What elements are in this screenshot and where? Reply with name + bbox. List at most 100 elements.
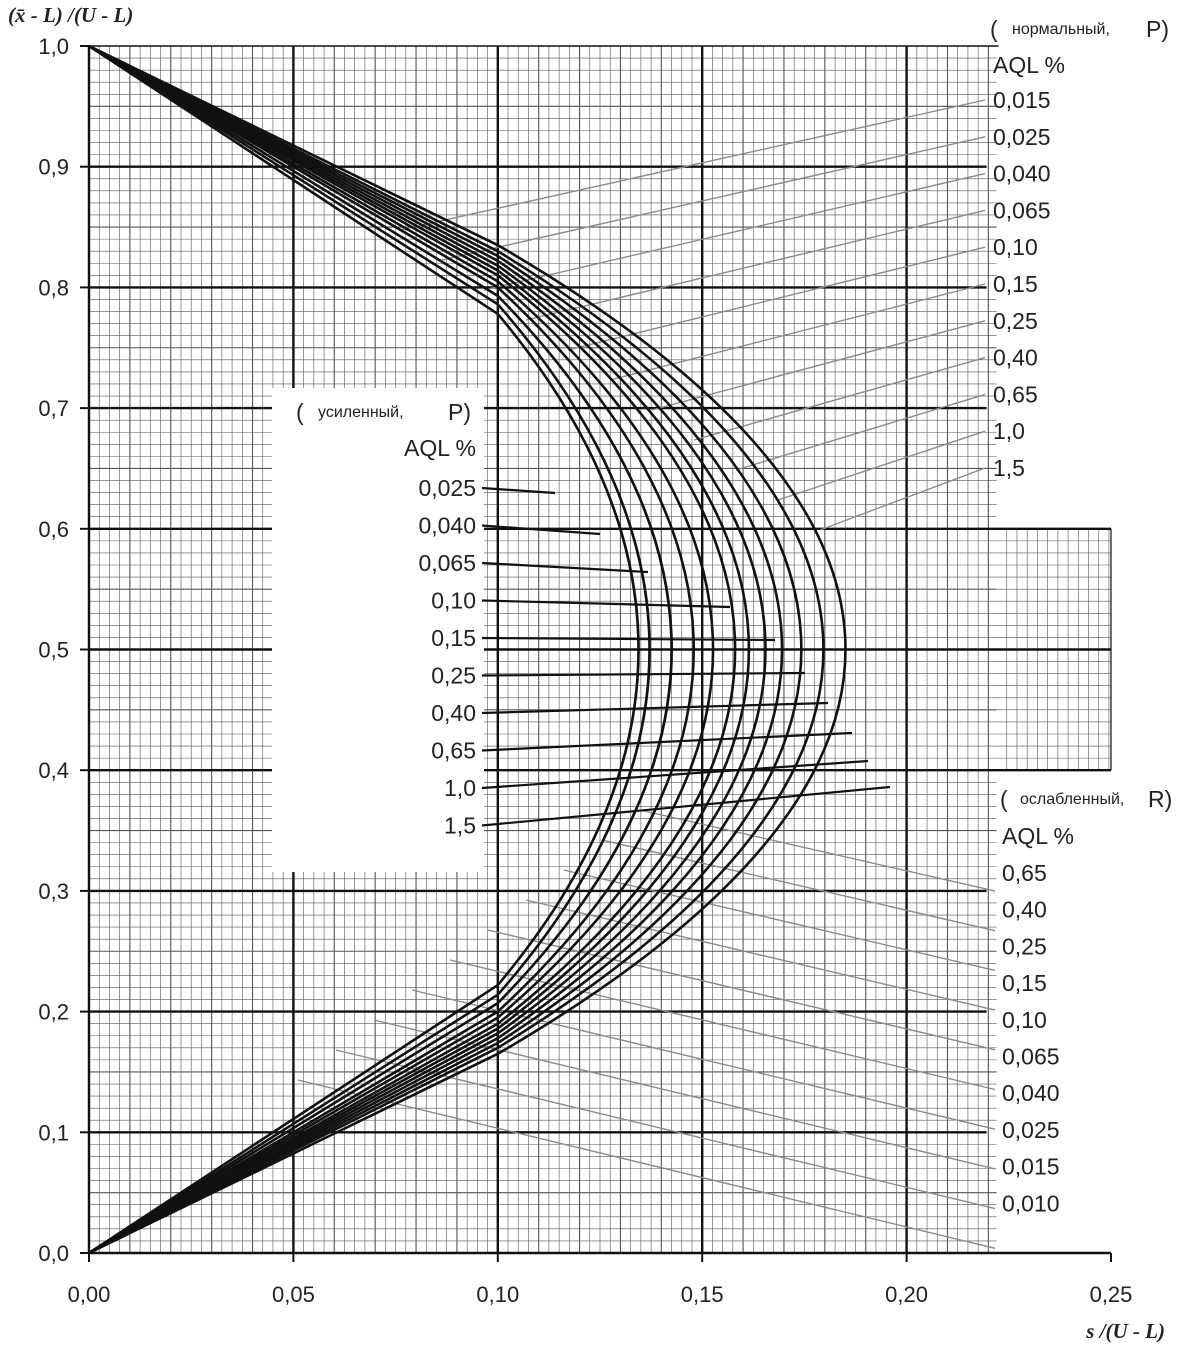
normal-aql-label: 0,015 [993,87,1051,113]
normal-guide-line [693,356,986,441]
oc-curve [88,44,737,1255]
tightened-aql-label: 0,065 [418,550,476,576]
normal-aql-labels: 0,015 0,025 0,040 0,065 0,10 0,15 0,25 0,40 0,65… [993,87,1051,481]
aql-guide-lines [297,99,996,1249]
x-tick-label: 0,20 [885,1282,928,1307]
tightened-leader-line [481,759,869,790]
tightened-leader-line [481,599,731,609]
tightened-header: усиленный, [318,404,404,421]
reduced-guide-line [487,929,996,1051]
y-tick-label: 0,4 [38,758,69,783]
normal-aql-label: 0,025 [993,124,1051,150]
reduced-aql-label: 0,015 [1002,1154,1060,1180]
axes-frame [80,45,1112,1262]
oc-curve [88,44,767,1255]
reduced-aql-label: 0,065 [1002,1044,1060,1070]
tightened-aql-label: 0,025 [418,475,476,501]
reduced-aql-label: 0,40 [1002,897,1047,923]
y-tick-label: 0,0 [38,1241,69,1266]
x-tick-label: 0,25 [1090,1282,1133,1307]
tightened-aql-label: 0,40 [431,700,476,726]
normal-aql-label: 0,40 [993,345,1038,371]
reduced-aql-label: 0,025 [1002,1117,1060,1143]
tightened-aql-label: 0,10 [431,588,476,614]
reduced-aql-label: 0,10 [1002,1007,1047,1033]
oc-curve [88,44,715,1255]
reduced-aql-labels: 0,65 0,40 0,25 0,15 0,10 0,065 0,040 0,025 0,015… [1002,860,1060,1216]
normal-guide-line [567,246,986,351]
y-tick-label: 0,8 [38,275,69,300]
reduced-guide-line [601,839,996,932]
tightened-aql-labels: 0,025 0,040 0,065 0,10 0,15 0,25 0,40 0,65 1,0 1,… [418,475,476,839]
reduced-aql-label: 0,65 [1002,860,1047,886]
normal-aql-label: 0,65 [993,381,1038,407]
major-grid [89,46,1111,1253]
normal-guide-line [735,393,986,471]
normal-guide-line [525,209,986,321]
reduced-letter: R) [1148,786,1172,812]
tightened-legend-box [272,388,484,872]
normal-guide-line [819,467,986,531]
oc-curve [88,44,825,1255]
y-tick-label: 0,7 [38,396,69,421]
reduced-aql-label: 0,15 [1002,970,1047,996]
y-tick-label: 1,0 [38,34,69,59]
oc-curve [88,44,784,1255]
reduced-aql-label: 0,010 [1002,1190,1060,1216]
normal-aql-label: 0,040 [993,161,1051,187]
reduced-aql-title: AQL % [1002,823,1074,849]
x-tick-label: 0,10 [476,1282,519,1307]
tightened-aql-label: 0,25 [431,663,476,689]
normal-header: нормальный, [1012,21,1110,38]
oc-curve [88,44,695,1255]
tightened-leader-line [481,671,806,677]
normal-aql-label: 0,10 [993,234,1038,260]
x-tick-label: 0,05 [272,1282,315,1307]
tightened-aql-label: 1,5 [444,813,476,839]
oc-curve [88,44,751,1255]
normal-aql-label: 0,15 [993,271,1038,297]
oc-curve [88,44,847,1255]
tightened-aql-label: 0,040 [418,513,476,539]
normal-guide-line [441,136,986,261]
y-tick-labels: 0,0 0,1 0,2 0,3 0,4 0,5 0,6 0,7 0,8 0,9 1,0 [38,34,69,1266]
tightened-leader-line [481,731,853,752]
tightened-leader-line [481,524,601,536]
oc-curve [88,44,673,1255]
oc-curve [88,44,803,1255]
tightened-leader-line [481,636,776,642]
reduced-guide-line [563,869,996,972]
reduced-header: ослабленный, [1020,791,1124,808]
reduced-aql-label: 0,25 [1002,933,1047,959]
y-tick-label: 0,2 [38,1000,69,1025]
y-tick-label: 0,1 [38,1120,69,1145]
tightened-leader-line [481,486,556,495]
normal-guide-line [777,430,986,501]
reduced-guide-line [639,809,996,892]
reduced-guide-line [335,1049,996,1210]
normal-guide-line [399,99,986,231]
oc-curves [88,44,847,1255]
normal-aql-label: 1,5 [993,455,1025,481]
tightened-leader-lines [481,486,891,827]
y-axis-title: (x̄ - L) /(U - L) [8,3,133,27]
y-tick-label: 0,3 [38,879,69,904]
y-tick-label: 0,6 [38,517,69,542]
y-tick-label: 0,9 [38,155,69,180]
tightened-aql-label: 0,15 [431,625,476,651]
tightened-aql-label: 1,0 [444,775,476,801]
x-tick-labels: 0,00 0,05 0,10 0,15 0,20 0,25 [68,1282,1133,1307]
normal-open-paren: ( [990,16,998,42]
tightened-letter: P) [448,399,471,425]
normal-letter: P) [1146,16,1169,42]
reduced-guide-line [525,899,996,1011]
x-tick-label: 0,15 [681,1282,724,1307]
normal-aql-label: 0,065 [993,197,1051,223]
tightened-leader-line [481,561,649,574]
oc-curve [88,44,651,1255]
normal-aql-title: AQL % [993,52,1065,78]
normal-aql-label: 0,25 [993,308,1038,334]
tightened-leader-line [481,701,829,715]
oc-curve [88,44,640,1255]
